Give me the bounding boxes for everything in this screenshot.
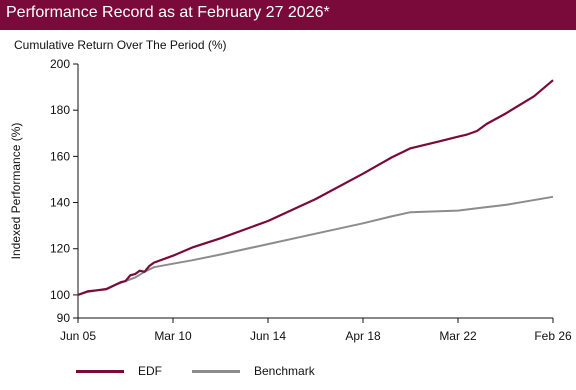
y-tick-label: 200 bbox=[50, 57, 70, 71]
x-tick-label: Apr 18 bbox=[345, 329, 381, 343]
legend-label-benchmark: Benchmark bbox=[254, 364, 315, 378]
header-bar: Performance Record as at February 27 202… bbox=[0, 0, 576, 30]
y-tick-label: 180 bbox=[50, 103, 70, 117]
legend-swatch-edf bbox=[76, 369, 124, 373]
y-tick-label: 140 bbox=[50, 196, 70, 210]
y-tick-label: 160 bbox=[50, 149, 70, 163]
y-axis-title: Indexed Performance (%) bbox=[9, 123, 23, 260]
page-title: Performance Record as at February 27 202… bbox=[6, 4, 330, 21]
x-tick-label: Feb 26 bbox=[534, 329, 572, 343]
series-line-edf bbox=[77, 79, 554, 296]
legend-item-edf: EDF bbox=[76, 364, 162, 378]
chart-legend: EDF Benchmark bbox=[76, 362, 345, 380]
x-tick-label: Jun 05 bbox=[60, 329, 96, 343]
legend-swatch-benchmark bbox=[192, 369, 240, 373]
legend-label-edf: EDF bbox=[138, 364, 162, 378]
x-tick-label: Jun 14 bbox=[250, 329, 286, 343]
y-tick-label: 90 bbox=[57, 311, 71, 325]
x-tick-label: Mar 22 bbox=[439, 329, 477, 343]
y-tick-label: 100 bbox=[50, 288, 70, 302]
legend-item-benchmark: Benchmark bbox=[192, 364, 315, 378]
line-chart: 90 100 120 140 160 180 200 Jun 05 Mar 10 Jun 14 Ap… bbox=[9, 57, 572, 343]
series-line-benchmark bbox=[77, 195, 554, 296]
x-tick-label: Mar 10 bbox=[154, 329, 192, 343]
chart-title: Cumulative Return Over The Period (%) bbox=[14, 38, 227, 52]
y-tick-label: 120 bbox=[50, 242, 70, 256]
